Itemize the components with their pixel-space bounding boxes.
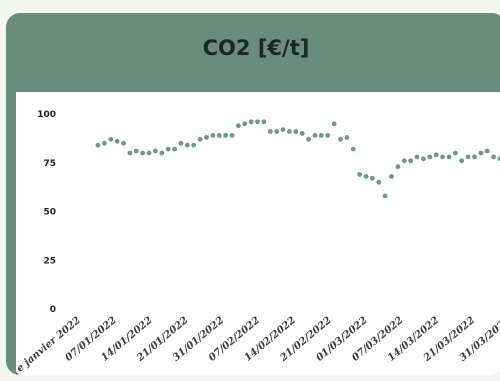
data-point [414, 154, 420, 160]
data-point [255, 119, 260, 125]
data-point [338, 136, 343, 142]
data-point [325, 133, 331, 138]
data-point [318, 133, 324, 138]
y-tick-label: 25 [43, 256, 56, 266]
data-point [293, 129, 299, 134]
data-point [306, 136, 311, 142]
data-point [178, 140, 184, 146]
y-tick-label: 100 [37, 110, 56, 120]
chart-panel: 0 25 50 75 100 1e janvier 2022 07/01/2022 14/01… [16, 92, 500, 375]
data-point [382, 193, 388, 199]
data-point [376, 179, 382, 185]
data-point [153, 148, 158, 154]
data-point [287, 129, 292, 134]
x-tick-label: 1e janvier 2022 [16, 315, 83, 375]
data-point [216, 133, 222, 138]
chart-card: CO2 [€/t] 0 25 50 75 100 1e janvier 2022 07/01… [6, 13, 500, 375]
data-point [452, 150, 458, 156]
data-point [140, 150, 146, 156]
data-point [191, 142, 197, 148]
data-point [102, 140, 107, 146]
data-point [236, 123, 241, 129]
data-point [370, 175, 375, 181]
data-point [204, 135, 209, 140]
y-tick-label: 0 [50, 305, 56, 315]
data-point [344, 135, 350, 140]
data-point [465, 154, 471, 160]
data-point [446, 154, 452, 160]
y-tick-label: 50 [43, 208, 56, 218]
data-point [484, 148, 490, 154]
data-point [210, 133, 216, 138]
data-point [274, 129, 280, 134]
data-point [395, 164, 401, 170]
data-point [121, 140, 126, 146]
data-point [459, 158, 465, 164]
data-point [491, 154, 496, 160]
data-point [472, 154, 477, 160]
data-point [478, 150, 484, 156]
data-point [108, 136, 114, 142]
data-point [133, 148, 139, 154]
data-point [280, 127, 286, 132]
data-point [389, 174, 394, 179]
data-point [261, 119, 267, 125]
data-point [172, 146, 178, 152]
data-point [427, 154, 433, 160]
data-point [408, 158, 414, 164]
data-point [497, 156, 500, 162]
data-point [197, 136, 203, 142]
data-point [433, 152, 439, 158]
data-point [401, 158, 407, 164]
chart-title: CO2 [€/t] [202, 36, 310, 60]
data-point [312, 133, 318, 138]
data-point [357, 172, 362, 177]
data-point [242, 121, 248, 127]
data-point [159, 150, 165, 156]
data-point [184, 142, 190, 148]
data-point [299, 131, 305, 136]
data-point [229, 133, 235, 138]
data-point [95, 142, 101, 148]
data-point [223, 133, 229, 138]
y-tick-label: 75 [43, 159, 56, 169]
data-point [146, 150, 152, 156]
data-point [127, 150, 133, 156]
data-point [248, 119, 254, 125]
data-point [114, 138, 120, 144]
data-point [363, 174, 369, 179]
data-point [440, 154, 445, 160]
data-point [421, 156, 426, 162]
data-point [350, 146, 356, 152]
data-point [267, 129, 273, 134]
data-point [331, 121, 337, 127]
data-point [165, 146, 171, 152]
